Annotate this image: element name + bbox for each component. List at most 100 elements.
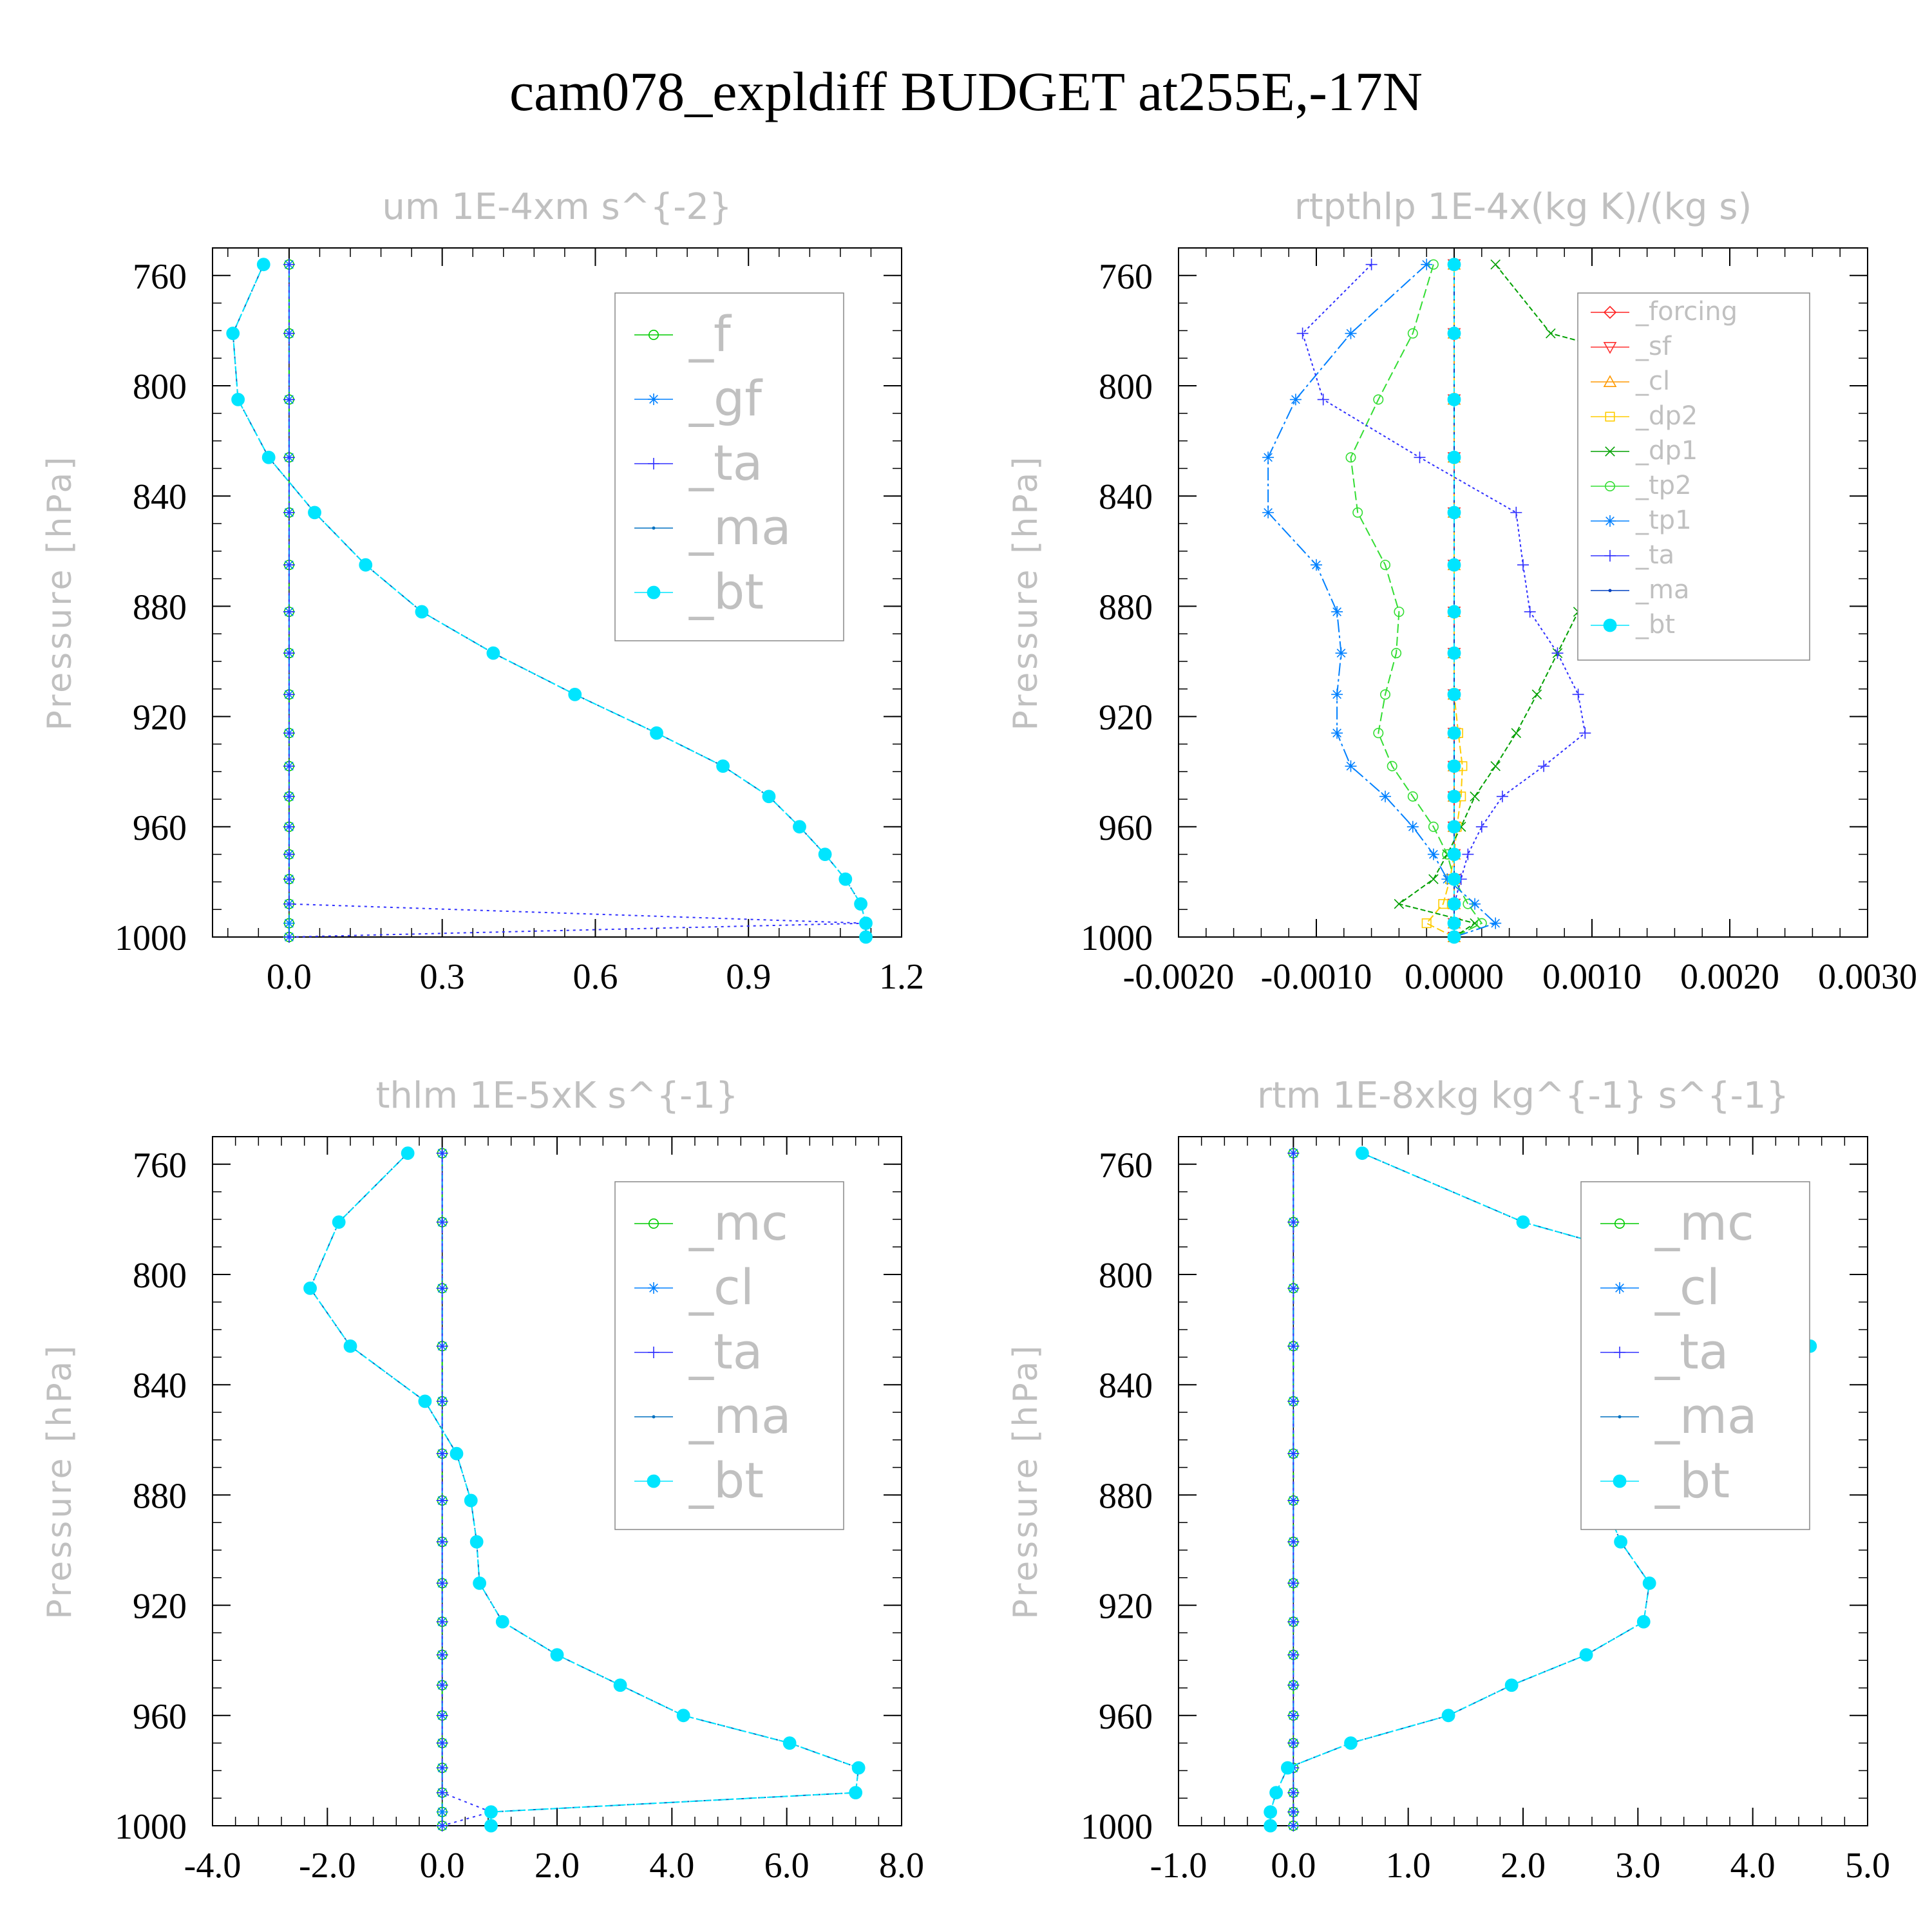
legend-label: _cl	[1654, 1258, 1720, 1316]
legend-label: _mc	[688, 1194, 788, 1251]
data-point	[849, 1786, 863, 1800]
legend-label: _ta	[1635, 540, 1674, 570]
y-tick-label: 960	[1099, 1697, 1153, 1737]
y-tick-label: 1000	[115, 918, 187, 958]
data-point	[1287, 1494, 1300, 1506]
x-tick-label: 2.0	[1501, 1846, 1546, 1886]
data-point	[859, 930, 873, 944]
data-point	[464, 1493, 478, 1508]
data-point	[1428, 821, 1439, 832]
legend-marker	[1605, 446, 1615, 457]
legend: _forcing _sf _cl _dp2 _dp1 _tp2 _tp1 _ta _ma _bt	[1577, 292, 1810, 661]
y-tick-label: 1000	[115, 1807, 187, 1847]
legend-label: _bt	[1635, 610, 1675, 639]
y-tick-label: 800	[1099, 367, 1153, 407]
data-point	[1287, 1147, 1300, 1159]
legend: _f _gf _ta _ma _bt	[614, 292, 844, 641]
y-tick-label: 920	[1099, 1587, 1153, 1627]
data-point	[1394, 898, 1405, 909]
data-point	[1289, 393, 1302, 406]
series-ta	[1296, 258, 1591, 943]
series-line-tp2	[1350, 264, 1483, 938]
data-point	[1441, 873, 1454, 886]
y-tick-label: 960	[133, 1697, 187, 1737]
data-point	[1287, 1448, 1300, 1460]
data-point	[1517, 559, 1529, 571]
data-point	[859, 916, 873, 930]
legend-marker	[647, 1474, 661, 1488]
data-point	[283, 559, 295, 571]
legend-label: _bt	[688, 563, 764, 620]
data-point	[436, 1737, 448, 1749]
data-point	[484, 1819, 498, 1833]
legend-label: _dp1	[1635, 436, 1698, 466]
data-point	[436, 1577, 448, 1589]
data-point	[283, 931, 295, 943]
legend-marker	[1604, 480, 1615, 491]
plot-frame	[1178, 247, 1868, 938]
y-tick-label: 760	[133, 257, 187, 297]
data-point	[1447, 897, 1461, 911]
data-point	[1281, 1761, 1294, 1775]
y-tick-label: 840	[133, 1366, 187, 1406]
legend-label: _tp2	[1635, 471, 1692, 500]
data-point	[1262, 506, 1274, 518]
data-point	[1551, 647, 1564, 659]
data-point	[613, 1678, 627, 1692]
panel-title: rtm 1E-8xkg kg^{-1} s^{-1}	[1257, 1075, 1789, 1117]
data-point	[1394, 606, 1405, 617]
data-point	[1287, 1536, 1300, 1548]
series-line-ta	[441, 1153, 493, 1826]
series-dp2	[1421, 260, 1468, 942]
data-point	[1510, 506, 1522, 518]
data-point	[283, 688, 295, 701]
data-point	[418, 1394, 432, 1408]
data-point	[1287, 1679, 1300, 1691]
y-axis-label: Pressure [hPa]	[41, 1343, 79, 1620]
data-point	[1373, 728, 1384, 739]
data-point	[1447, 820, 1461, 834]
data-point	[436, 1806, 448, 1818]
y-tick-label: 960	[133, 808, 187, 848]
legend-marker	[648, 458, 659, 469]
x-tick-label: -1.0	[1150, 1846, 1208, 1886]
legend-box	[614, 1181, 844, 1530]
x-tick-label: 3.0	[1615, 1846, 1660, 1886]
data-point	[359, 558, 373, 572]
x-tick-label: 1.0	[1386, 1846, 1431, 1886]
y-tick-label: 840	[1099, 1366, 1153, 1406]
data-point	[1264, 1805, 1278, 1819]
data-point	[1504, 1678, 1519, 1692]
data-point	[231, 393, 245, 406]
data-point	[1447, 558, 1461, 572]
data-point	[1296, 327, 1309, 339]
data-point	[1407, 791, 1418, 802]
data-point	[1345, 452, 1356, 463]
series-line-dp1	[1397, 264, 1799, 938]
data-point	[1287, 1616, 1300, 1628]
legend-marker	[652, 526, 656, 530]
data-point	[436, 1786, 448, 1799]
data-point	[650, 726, 663, 740]
legend-marker	[648, 393, 659, 405]
data-point	[1427, 848, 1439, 860]
data-point	[1642, 1576, 1656, 1590]
data-point	[1538, 760, 1550, 772]
data-point	[716, 759, 730, 773]
y-tick-label: 960	[1099, 808, 1153, 848]
legend-label: _ta	[688, 1323, 762, 1380]
data-point	[1287, 1649, 1300, 1661]
x-tick-label: -0.0010	[1261, 957, 1372, 997]
legend-label: _gf	[688, 370, 763, 427]
data-point	[450, 1446, 464, 1461]
legend-marker	[1608, 589, 1612, 592]
data-point	[1421, 918, 1432, 929]
series-line-tp1	[1267, 263, 1497, 938]
data-point	[1407, 328, 1418, 339]
data-point	[1614, 1535, 1627, 1549]
data-point	[1391, 648, 1402, 659]
legend-box	[1580, 1181, 1810, 1530]
y-tick-label: 760	[133, 1146, 187, 1186]
data-point	[1496, 790, 1508, 802]
y-axis-label: Pressure [hPa]	[1007, 455, 1045, 731]
